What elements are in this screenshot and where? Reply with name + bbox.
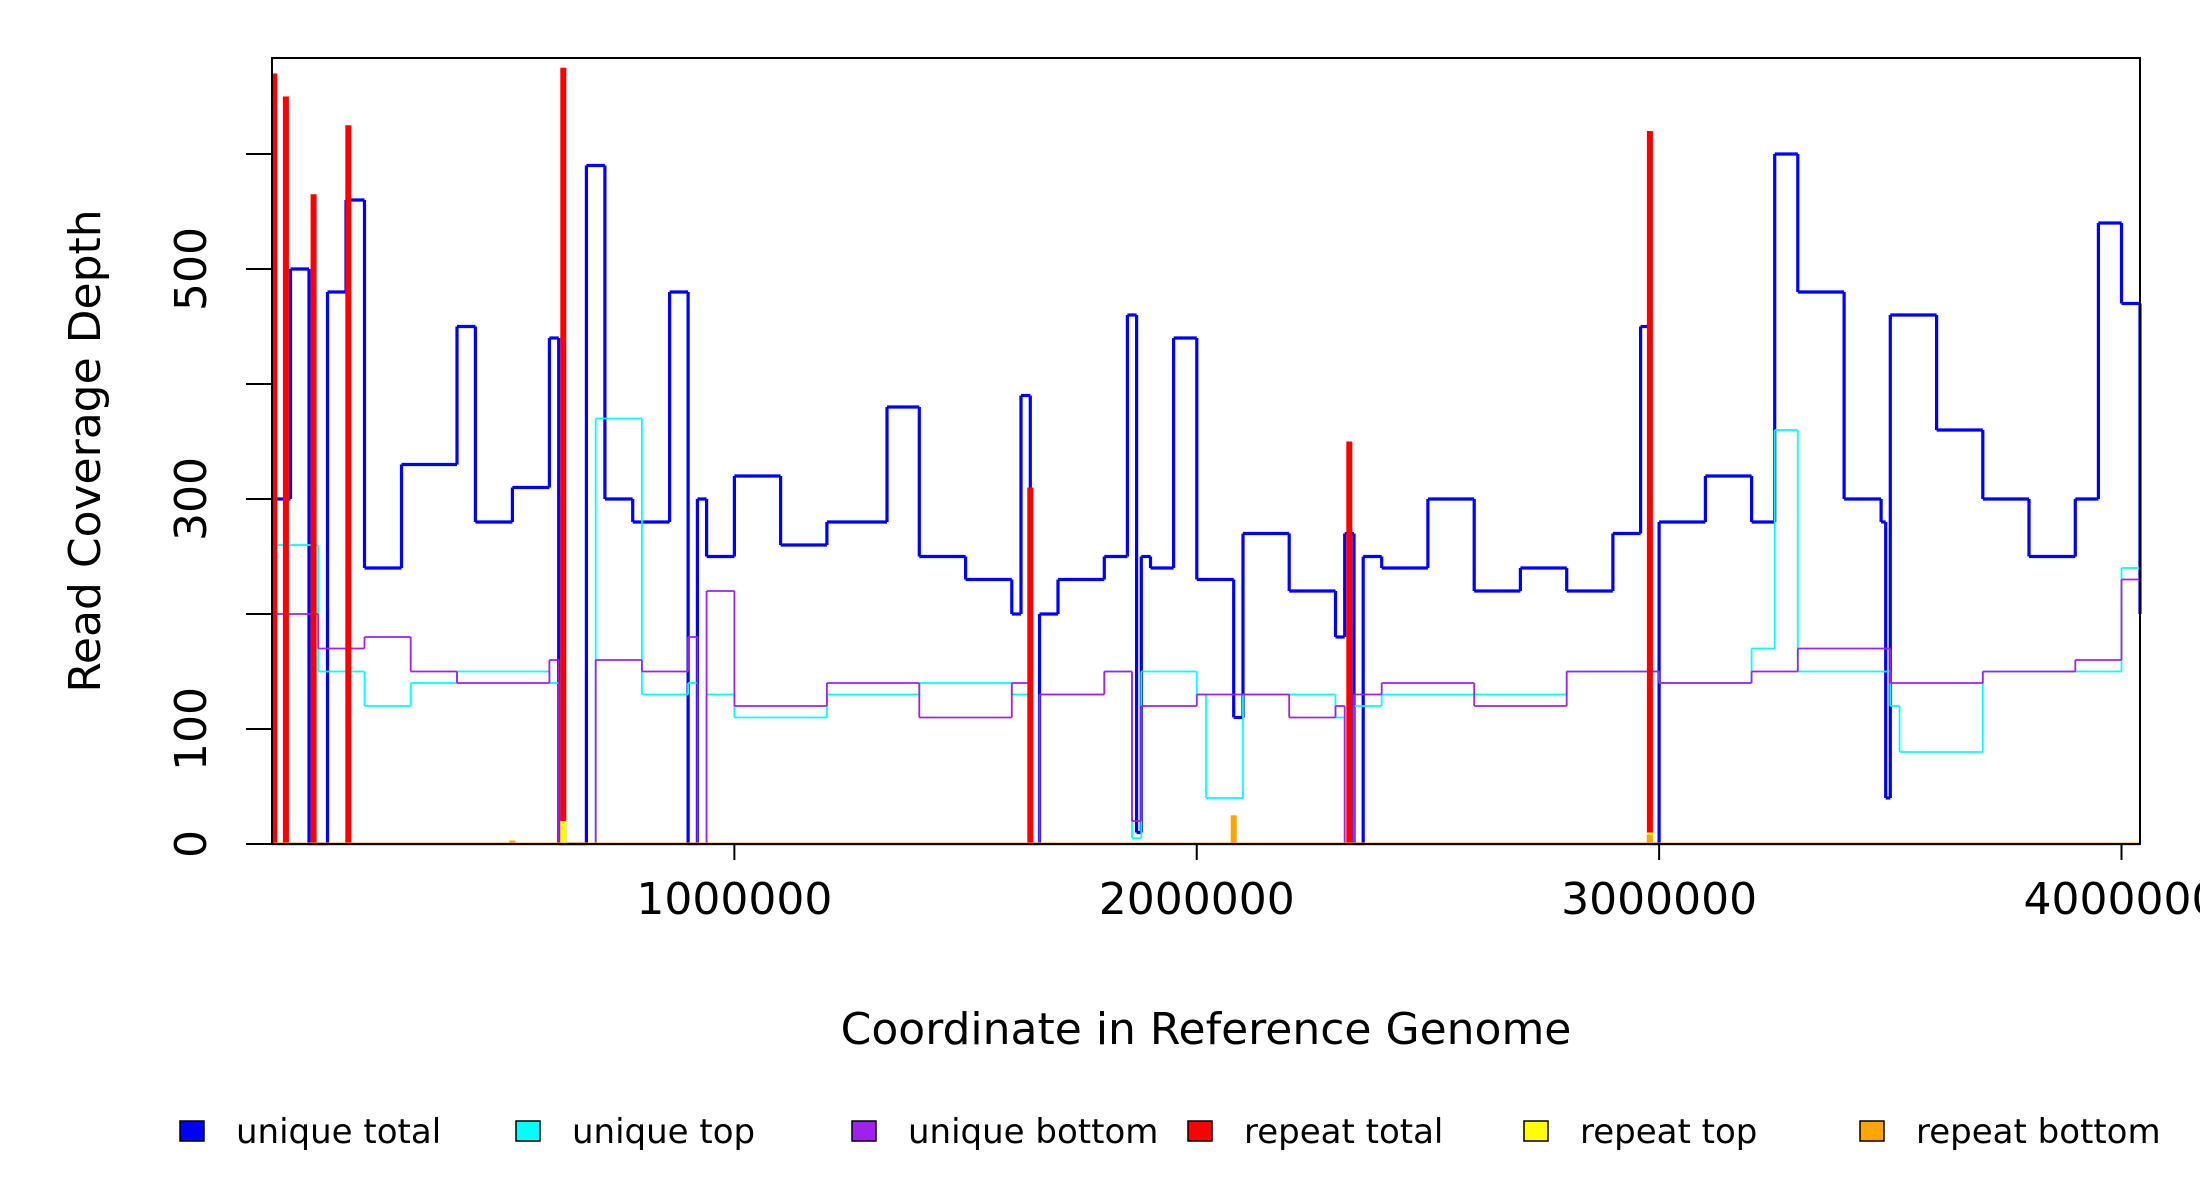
x-tick-label: 3000000	[1561, 874, 1757, 925]
plot-frame	[271, 57, 2141, 845]
legend-label: unique top	[572, 1112, 755, 1152]
y-axis: 0 100 300 500	[166, 153, 272, 858]
legend-label: unique total	[236, 1112, 441, 1152]
y-tick-label: 100	[166, 687, 217, 771]
series-unique-bottom	[272, 578, 2141, 845]
legend-label: unique bottom	[908, 1112, 1158, 1152]
x-axis: 1000000 2000000 3000000 4000000	[636, 844, 2200, 925]
y-tick-label: 300	[166, 457, 217, 541]
x-tick-label: 1000000	[636, 874, 832, 925]
y-axis-title: Read Coverage Depth	[60, 209, 111, 692]
legend: unique total unique top unique bottom repea…	[179, 1112, 2161, 1152]
legend-item-repeat-bottom: repeat bottom	[1859, 1112, 2161, 1152]
legend-item-unique-top: unique top	[515, 1112, 755, 1152]
legend-swatch	[1187, 1120, 1213, 1142]
series-repeat-bottom	[272, 815, 2140, 846]
legend-item-repeat-total: repeat total	[1187, 1112, 1443, 1152]
legend-label: repeat top	[1580, 1112, 1757, 1152]
series-repeat-top	[272, 821, 2140, 846]
x-tick-label: 4000000	[2024, 874, 2200, 925]
legend-swatch	[1523, 1120, 1549, 1142]
legend-swatch	[179, 1120, 205, 1142]
legend-item-repeat-top: repeat top	[1523, 1112, 1757, 1152]
y-tick-label: 500	[166, 227, 217, 311]
series-unique-top	[272, 417, 2141, 845]
x-tick-label: 2000000	[1099, 874, 1295, 925]
legend-swatch	[515, 1120, 541, 1142]
y-tick-label: 0	[166, 830, 217, 858]
x-axis-title: Coordinate in Reference Genome	[841, 1004, 1572, 1055]
legend-swatch	[851, 1120, 877, 1142]
legend-swatch	[1859, 1120, 1885, 1142]
series-layer	[271, 67, 2142, 846]
legend-item-unique-bottom: unique bottom	[851, 1112, 1158, 1152]
legend-label: repeat total	[1244, 1112, 1443, 1152]
legend-label: repeat bottom	[1916, 1112, 2161, 1152]
legend-item-unique-total: unique total	[179, 1112, 441, 1152]
